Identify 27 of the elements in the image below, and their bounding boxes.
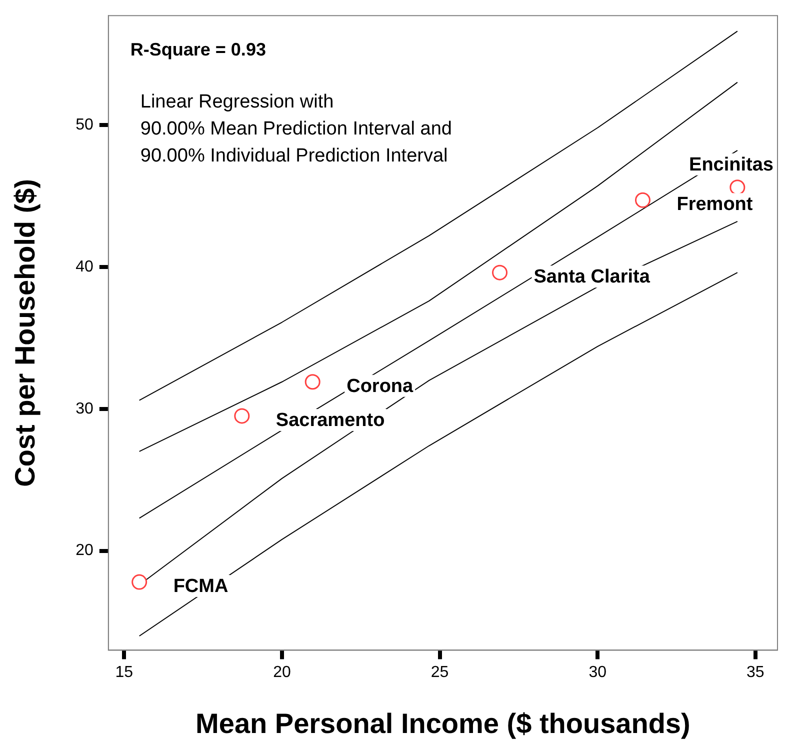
annotation: 90.00% Mean Prediction Interval and — [140, 118, 452, 140]
x-axis-title: Mean Personal Income ($ thousands) — [196, 708, 690, 739]
x-tick-label: 15 — [115, 664, 134, 682]
point — [132, 574, 148, 590]
point — [492, 264, 508, 280]
y-tick-label: 50 — [76, 116, 94, 134]
y-tick-label: 30 — [76, 400, 94, 418]
annotation: R-Square = 0.93 — [130, 40, 266, 60]
x-tick-label: 30 — [588, 664, 607, 682]
x-tick-label: 25 — [430, 664, 449, 682]
annotation: Santa Clarita — [534, 266, 650, 288]
annotation: Fremont — [676, 194, 754, 216]
y-axis-title: Cost per Household ($) — [10, 178, 41, 487]
annotation: Linear Regression with — [140, 92, 334, 113]
x-tick-label: 35 — [746, 664, 764, 682]
annotation: Encinitas — [689, 154, 774, 176]
annotation: Corona — [346, 376, 414, 397]
point — [634, 192, 650, 208]
point — [730, 180, 746, 196]
point — [304, 374, 320, 390]
annotation: 90.00% Individual Prediction Interval — [140, 146, 448, 167]
point — [234, 408, 250, 424]
annotation: Sacramento — [276, 410, 385, 431]
y-tick-label: 40 — [76, 258, 94, 276]
annotation: FCMA — [173, 576, 228, 598]
y-tick-label: 20 — [76, 542, 94, 560]
x-tick-label: 20 — [273, 664, 291, 682]
